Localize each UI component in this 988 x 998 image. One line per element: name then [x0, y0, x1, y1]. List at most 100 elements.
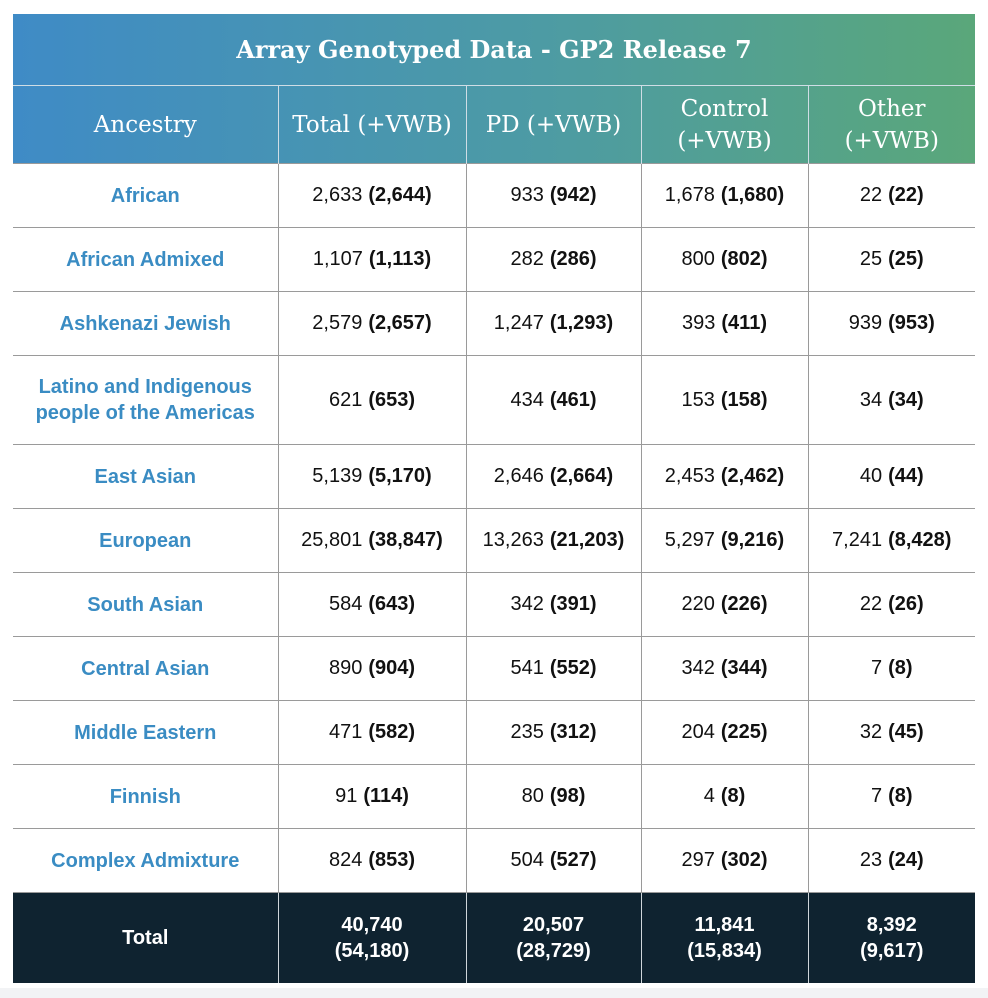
value-cell: 91 (114)	[277, 764, 467, 829]
count: 204	[681, 721, 715, 743]
table-title: Array Genotyped Data - GP2 Release 7	[13, 14, 975, 86]
count-with-vwb: (286)	[549, 248, 597, 270]
count-with-vwb: (391)	[549, 593, 597, 615]
count-with-vwb: (853)	[368, 849, 416, 871]
value-cell: 80 (98)	[465, 764, 642, 829]
count-with-vwb: (22)	[888, 184, 924, 206]
count: 220	[681, 593, 715, 615]
count-with-vwb: (1,680)	[720, 184, 785, 206]
count: 80	[521, 785, 544, 807]
count: 2,579	[312, 312, 363, 334]
value-cell: 7 (8)	[807, 764, 975, 829]
count-with-vwb: (1,293)	[549, 312, 614, 334]
value-cell: 22 (22)	[807, 163, 975, 228]
count: 153	[681, 388, 715, 411]
count-with-vwb: (26)	[888, 593, 924, 615]
value-cell: 235 (312)	[465, 700, 642, 765]
value-cell: 434 (461)	[465, 355, 642, 445]
count: 824	[328, 849, 363, 871]
ancestry-cell: Ashkenazi Jewish	[13, 291, 279, 356]
column-header: PD (+VWB)	[465, 86, 641, 164]
data-row: Ashkenazi Jewish 2,579 (2,657) 1,247 (1,293)…	[13, 291, 975, 356]
count: 7	[870, 657, 883, 679]
count: 541	[510, 657, 544, 679]
column-header: Other (+VWB)	[807, 86, 975, 164]
count-with-vwb: (2,462)	[720, 465, 785, 487]
count: 890	[328, 657, 363, 679]
table-body: African 2,633 (2,644) 933 (942) 1,678 (1,680) 2…	[13, 163, 975, 983]
count: 4	[703, 785, 715, 807]
data-row: Finnish 91 (114) 80 (98) 4 (8) 7 (8)	[13, 764, 975, 829]
total-label: Total	[13, 892, 279, 983]
count-with-vwb: (34)	[888, 388, 924, 411]
value-cell: 2,646 (2,664)	[465, 444, 642, 509]
data-row: African 2,633 (2,644) 933 (942) 1,678 (1,680) 2…	[13, 163, 975, 228]
count: 40,740	[341, 914, 403, 936]
count-with-vwb: (411)	[721, 312, 767, 334]
count: 22	[859, 593, 883, 615]
count: 621	[328, 388, 363, 411]
count-with-vwb: (25)	[888, 248, 924, 270]
count-with-vwb: (9,617)	[860, 940, 924, 962]
value-cell: 2,633 (2,644)	[277, 163, 467, 228]
value-cell: 20,507 (28,729)	[465, 892, 642, 983]
value-cell: 1,247 (1,293)	[465, 291, 642, 356]
ancestry-cell: African Admixed	[13, 227, 279, 292]
count-with-vwb: (28,729)	[516, 940, 591, 962]
value-cell: 2,453 (2,462)	[640, 444, 809, 509]
ancestry-cell: Finnish	[13, 764, 279, 829]
count-with-vwb: (653)	[368, 388, 416, 411]
value-cell: 8,392 (9,617)	[807, 892, 975, 983]
value-cell: 4 (8)	[640, 764, 809, 829]
count-with-vwb: (302)	[720, 849, 768, 871]
count: 1,678	[664, 184, 715, 206]
count: 7,241	[832, 529, 883, 551]
bottom-strip	[0, 988, 988, 998]
data-row: Latino and Indigenous people of the Amer…	[13, 355, 975, 445]
ancestry-cell: Central Asian	[13, 636, 279, 701]
count-with-vwb: (802)	[720, 248, 768, 270]
count: 434	[510, 388, 544, 411]
count-with-vwb: (44)	[888, 465, 924, 487]
value-cell: 297 (302)	[640, 828, 809, 893]
count: 5,297	[664, 529, 715, 551]
value-cell: 342 (344)	[640, 636, 809, 701]
count-with-vwb: (15,834)	[687, 940, 762, 962]
count-with-vwb: (552)	[549, 657, 597, 679]
header-row: Ancestry Total (+VWB) PD (+VWB) Control (+V…	[13, 86, 975, 164]
table-card: Array Genotyped Data - GP2 Release 7 Anc…	[13, 14, 975, 983]
value-cell: 504 (527)	[465, 828, 642, 893]
count: 297	[681, 849, 715, 871]
value-cell: 939 (953)	[807, 291, 975, 356]
data-row: African Admixed 1,107 (1,113) 282 (286) 800 (8…	[13, 227, 975, 292]
count-with-vwb: (582)	[368, 721, 416, 743]
count-with-vwb: (8,428)	[888, 529, 952, 551]
column-header: Total (+VWB)	[277, 86, 466, 164]
value-cell: 1,107 (1,113)	[277, 227, 467, 292]
count-with-vwb: (344)	[720, 657, 768, 679]
count: 800	[681, 248, 715, 270]
count: 11,841	[694, 914, 755, 936]
ancestry-cell: East Asian	[13, 444, 279, 509]
count-with-vwb: (38,847)	[368, 529, 443, 551]
value-cell: 824 (853)	[277, 828, 467, 893]
column-header: Control (+VWB)	[640, 86, 808, 164]
count: 1,107	[312, 248, 363, 270]
count-with-vwb: (8)	[720, 785, 746, 807]
count-with-vwb: (24)	[888, 849, 924, 871]
column-header: Ancestry	[93, 111, 197, 138]
value-cell: 5,139 (5,170)	[277, 444, 467, 509]
count: 282	[510, 248, 544, 270]
data-row: South Asian 584 (643) 342 (391) 220 (226) 22 (26…	[13, 572, 975, 637]
count: 20,507	[522, 914, 585, 936]
value-cell: 890 (904)	[277, 636, 467, 701]
count-with-vwb: (5,170)	[368, 465, 432, 487]
count: 933	[510, 184, 544, 206]
count: 13,263	[482, 529, 544, 551]
data-row: Complex Admixture 824 (853) 504 (527) 297 (302…	[13, 828, 975, 893]
data-table: Ancestry Total (+VWB) PD (+VWB) Control (+V…	[13, 86, 975, 983]
data-row: Middle Eastern 471 (582) 235 (312) 204 (225) 32…	[13, 700, 975, 765]
ancestry-cell: African	[13, 163, 279, 228]
value-cell: 34 (34)	[807, 355, 975, 445]
